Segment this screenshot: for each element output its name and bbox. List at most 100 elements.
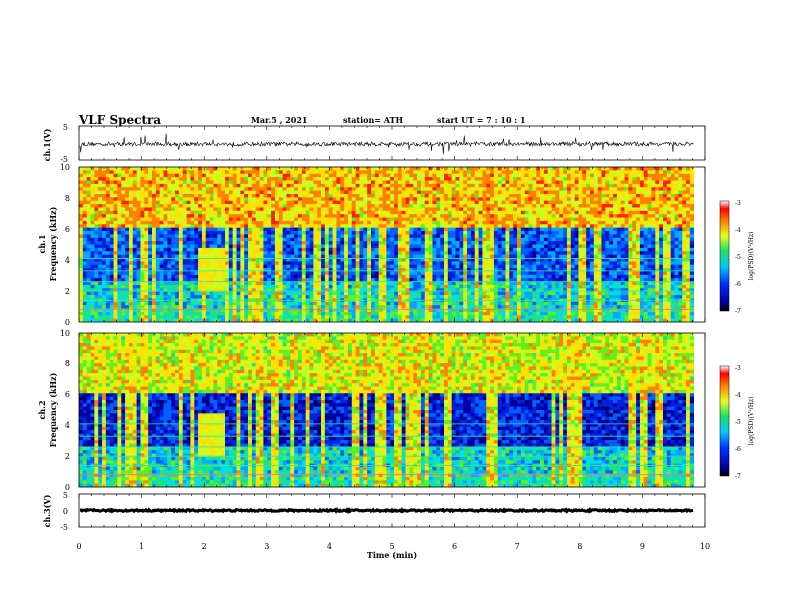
spectrogram-cell	[298, 173, 303, 178]
spectrogram-cell	[190, 167, 195, 171]
spectrogram-cell	[478, 170, 483, 175]
spectrogram-cell	[463, 217, 468, 222]
spectrogram-cell	[144, 220, 149, 225]
spectrogram-cell	[351, 173, 356, 178]
spectrogram-cell	[217, 193, 222, 198]
spectrogram-cell	[301, 167, 306, 171]
spectrogram-cell	[355, 177, 360, 181]
spectrogram-cell	[271, 200, 276, 205]
spectrogram-cell	[290, 207, 295, 212]
spectrogram-cell	[171, 210, 176, 215]
spectrogram-cell	[125, 247, 130, 252]
spectrogram-cell	[332, 268, 337, 272]
spectrogram-cell	[444, 170, 449, 175]
spectrogram-cell	[420, 264, 426, 269]
spectrogram-cell	[94, 214, 99, 218]
spectrogram-cell	[394, 200, 399, 205]
spectrogram-cell	[198, 254, 203, 259]
spectrogram-cell	[301, 315, 306, 319]
spectrogram-cell	[152, 244, 157, 249]
spectrogram-cell	[371, 264, 376, 269]
spectrogram-cell	[274, 190, 280, 195]
spectrogram-cell	[340, 200, 345, 205]
spectrogram-cell	[286, 318, 291, 323]
spectrogram-cell	[205, 220, 210, 225]
spectrogram-cell	[378, 170, 383, 175]
spectrogram-cell	[159, 295, 164, 299]
spectrogram-cell	[198, 167, 203, 171]
spectrogram-cell	[309, 177, 314, 181]
spectrogram-cell	[152, 254, 157, 259]
spectrogram-cell	[271, 288, 276, 292]
spectrogram-cell	[309, 204, 314, 208]
spectrogram-cell	[167, 180, 172, 185]
spectrogram-cell	[109, 278, 114, 282]
spectrogram-cell	[125, 237, 130, 242]
spectrogram-cell	[128, 180, 134, 185]
spectrogram-cell	[175, 311, 180, 316]
spectrogram-cell	[417, 295, 422, 299]
spectrogram-cell	[324, 207, 330, 212]
spectrogram-cell	[144, 170, 149, 175]
spectrogram-cell	[186, 308, 191, 313]
spectrogram-cell	[355, 244, 360, 249]
spectrogram-cell	[298, 291, 303, 296]
spectrogram-cell	[432, 254, 437, 259]
spectrogram-cell	[90, 204, 95, 208]
spectrogram-cell	[278, 271, 283, 276]
spectrogram-cell	[478, 197, 483, 201]
spectrogram-cell	[148, 244, 153, 249]
spectrogram-cell	[374, 183, 379, 188]
spectrogram-cell	[420, 190, 426, 195]
spectrogram-cell	[405, 193, 410, 198]
spectrogram-cell	[321, 180, 326, 185]
spectrogram-cell	[474, 308, 479, 313]
spectrogram-cell	[159, 231, 164, 235]
spectrogram-cell	[140, 257, 145, 262]
spectrogram-cell	[344, 278, 349, 282]
spectrogram-cell	[417, 241, 422, 245]
spectrogram-cell	[244, 214, 249, 218]
spectrogram-cell	[294, 220, 299, 225]
spectrogram-cell	[286, 204, 291, 208]
spectrogram-cell	[278, 251, 283, 255]
spectrogram-cell	[128, 227, 134, 232]
spectrogram-cell	[217, 234, 222, 239]
spectrogram-cell	[113, 227, 118, 232]
spectrogram-cell	[232, 264, 237, 269]
spectrogram-cell	[232, 180, 237, 185]
spectrogram-cell	[167, 288, 172, 292]
spectrogram-cell	[374, 193, 379, 198]
spectrogram-cell	[363, 173, 368, 178]
spectrogram-cell	[225, 311, 230, 316]
spectrogram-cell	[336, 210, 341, 215]
spectrogram-cell	[417, 190, 422, 195]
spectrogram-cell	[136, 241, 141, 245]
spectrogram-cell	[217, 288, 222, 292]
spectrogram-cell	[451, 217, 456, 222]
spectrogram-cell	[128, 210, 134, 215]
spectrogram-cell	[378, 315, 383, 319]
spectrogram-cell	[382, 301, 387, 306]
spectrogram-cell	[201, 231, 207, 235]
spectrogram-cell	[420, 247, 426, 252]
spectrogram-cell	[324, 170, 330, 175]
spectrogram-cell	[413, 217, 418, 222]
spectrogram-cell	[152, 180, 157, 185]
spectrogram-cell	[474, 177, 479, 181]
spectrogram-cell	[447, 173, 452, 178]
spectrogram-cell	[105, 187, 111, 191]
spectrogram-cell	[394, 207, 399, 212]
spectrogram-cell	[332, 291, 337, 296]
spectrogram-cell	[171, 308, 176, 313]
spectrogram-cell	[152, 271, 157, 276]
spectrogram-cell	[336, 318, 341, 323]
spectrogram-cell	[228, 227, 233, 232]
spectrogram-cell	[428, 291, 433, 296]
spectrogram-cell	[451, 183, 456, 188]
spectrogram-cell	[163, 291, 168, 296]
spectrogram-cell	[382, 193, 387, 198]
spectrogram-cell	[159, 180, 164, 185]
spectrogram-cell	[221, 284, 226, 289]
spectrogram-cell	[478, 308, 483, 313]
